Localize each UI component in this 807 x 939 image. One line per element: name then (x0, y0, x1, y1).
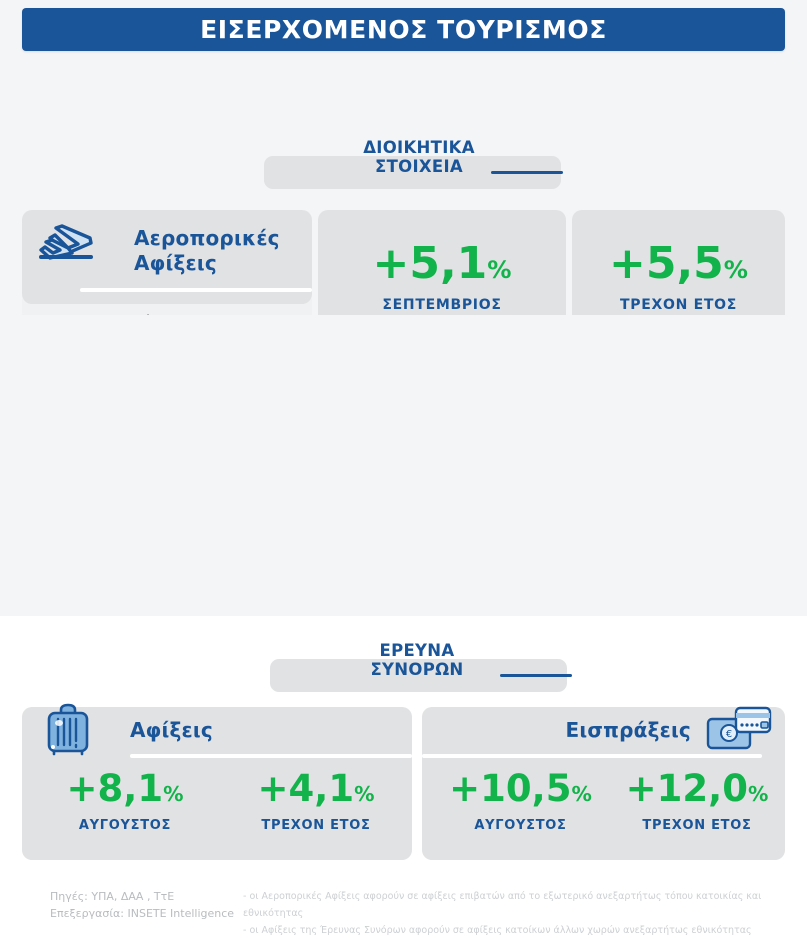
stat-air-arrivals-september: +5,1% ΣΕΠΤΕΜΒΡΙΟΣ (318, 238, 566, 314)
footer-sources: Πηγές: ΥΠΑ, ΔΑΑ , ΤτΕ Επεξεργασία: INSET… (50, 890, 235, 920)
stat-value: +5,1% (372, 238, 512, 289)
stat-caption: ΑΥΓΟΥΣΤΟΣ (474, 818, 567, 833)
stat-value: +12,0% (625, 767, 769, 810)
wallet-card-icon: € (706, 705, 772, 753)
airplane-departure-icon (34, 224, 96, 268)
card-underline (130, 754, 412, 758)
stat-caption: ΑΥΓΟΥΣΤΟΣ (78, 818, 172, 833)
stat-caption: ΤΡΕΧΟΝ ΕΤΟΣ (642, 818, 752, 833)
section-header-administrative: ΔΙΟΙΚΗΤΙΚΑ ΣΤΟΙΧΕΙΑ (264, 138, 563, 189)
stat-value: +10,5% (449, 767, 592, 810)
card-underline (80, 288, 312, 292)
stat-survey-receipts-ytd: +12,0% ΤΡΕΧΟΝ ΕΤΟΣ (604, 770, 790, 833)
stat-value: +5,5% (608, 238, 749, 289)
survey-arrivals-title: Αφίξεις (130, 718, 213, 742)
percent-sign: % (487, 256, 512, 284)
page-title-banner: ΕΙΣΕΡΧΟΜΕΝΟΣ ΤΟΥΡΙΣΜΟΣ (22, 8, 785, 51)
percent-sign: % (354, 782, 375, 806)
section-header-rule (491, 171, 563, 174)
stat-air-arrivals-ytd: +5,5% ΤΡΕΧΟΝ ΕΤΟΣ (572, 238, 785, 314)
stat-survey-arrivals-ytd: +4,1% ΤΡΕΧΟΝ ΕΤΟΣ (218, 770, 414, 833)
svg-text:€: € (726, 729, 732, 740)
section-administrative: ΔΙΟΙΚΗΤΙΚΑ ΣΤΟΙΧΕΙΑ Σύγκριση με το 2024 … (0, 56, 807, 347)
stat-survey-arrivals-august: +8,1% ΑΥΓΟΥΣΤΟΣ (30, 770, 220, 833)
card-underline (422, 754, 762, 758)
percent-sign: % (747, 782, 769, 806)
stat-survey-receipts-august: +10,5% ΑΥΓΟΥΣΤΟΣ (424, 770, 617, 833)
footer: Πηγές: ΥΠΑ, ΔΑΑ , ΤτΕ Επεξεργασία: INSET… (0, 875, 807, 936)
stat-value: +8,1% (66, 767, 184, 810)
air-arrivals-title: Αεροπορικές Αφίξεις (134, 226, 280, 275)
section-header-border-survey: ΕΡΕΥΝΑ ΣΥΝΟΡΩΝ (270, 641, 572, 692)
stat-value: +4,1% (257, 767, 375, 810)
stat-caption: ΤΡΕΧΟΝ ΕΤΟΣ (261, 818, 371, 833)
page-title: ΕΙΣΕΡΧΟΜΕΝΟΣ ΤΟΥΡΙΣΜΟΣ (200, 15, 607, 44)
section-border-survey: ΕΡΕΥΝΑ ΣΥΝΟΡΩΝ Αφίξεις Εισπράξεις (0, 315, 807, 936)
stat-caption: ΣΕΠΤΕΜΒΡΙΟΣ (382, 297, 502, 313)
section-header-administrative-label: ΔΙΟΙΚΗΤΙΚΑ ΣΤΟΙΧΕΙΑ (363, 138, 475, 176)
survey-receipts-title: Εισπράξεις (565, 718, 691, 742)
percent-sign: % (163, 782, 184, 806)
section-header-border-survey-label: ΕΡΕΥΝΑ ΣΥΝΟΡΩΝ (370, 641, 464, 679)
footer-notes: - οι Αεροπορικές Αφίξεις αφορούν σε αφίξ… (243, 891, 762, 936)
section-header-rule (500, 674, 572, 677)
percent-sign: % (571, 782, 592, 806)
percent-sign: % (723, 256, 749, 284)
suitcase-icon (44, 701, 92, 757)
stat-caption: ΤΡΕΧΟΝ ΕΤΟΣ (620, 297, 737, 313)
